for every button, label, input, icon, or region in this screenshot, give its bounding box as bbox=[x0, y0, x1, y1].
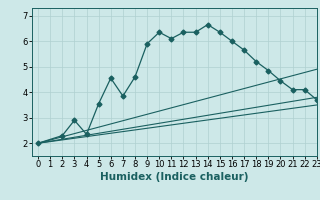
X-axis label: Humidex (Indice chaleur): Humidex (Indice chaleur) bbox=[100, 172, 249, 182]
